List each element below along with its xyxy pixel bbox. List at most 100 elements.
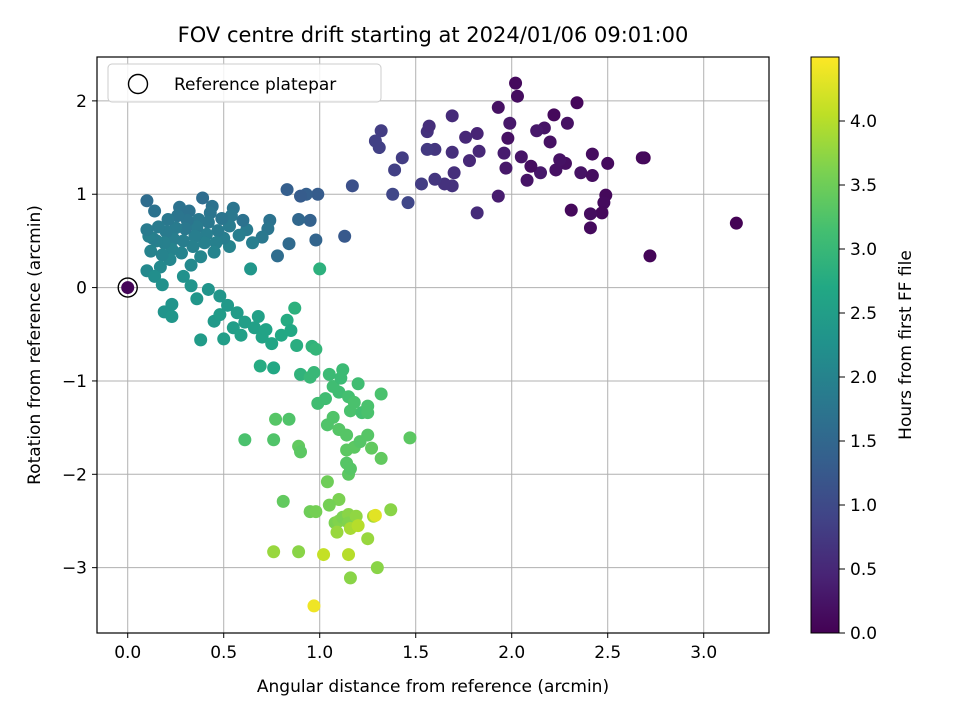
data-point [445,109,459,123]
data-point [520,173,534,187]
colorbar-tick-label: 4.0 [850,112,877,132]
colorbar-tick-label: 1.0 [850,496,877,516]
data-point [213,289,227,303]
data-point [282,412,296,426]
data-point [351,519,365,533]
data-point [121,281,135,295]
data-point [403,431,417,445]
data-point [635,151,649,165]
data-point [318,392,332,406]
data-point [188,229,202,243]
data-point [447,166,461,180]
data-point [311,187,325,201]
legend-entry: Reference platepar [174,75,336,95]
data-point [351,377,365,391]
y-tick-label: 0 [76,279,87,299]
data-point [313,262,327,276]
x-tick-label: 0.5 [210,643,237,663]
data-point [340,428,354,442]
data-point [140,194,154,208]
data-point [543,135,557,149]
data-point [643,249,657,263]
data-point [267,433,281,447]
data-point [294,445,308,459]
data-point [244,262,258,276]
data-point [583,207,597,221]
data-point [361,428,375,442]
data-point [534,166,548,180]
data-point [236,213,250,227]
data-point [238,433,252,447]
data-point [322,498,336,512]
x-tick-label: 1.0 [306,643,333,663]
data-point [307,366,321,380]
colorbar-tick-label: 2.5 [850,304,877,324]
x-tick-label: 0.0 [114,643,141,663]
data-point [332,493,346,507]
data-point [317,548,331,562]
data-point [501,131,515,145]
data-point [267,361,281,375]
data-point [470,206,484,220]
colorbar-tick-label: 3.5 [850,176,877,196]
data-point [280,183,294,197]
data-point [384,503,398,517]
data-point [247,321,261,335]
data-point [251,310,265,324]
colorbar-ticks: 0.0 0.5 1.0 1.5 2.0 2.5 3.0 3.5 4.0 [839,112,877,644]
data-point [547,108,561,122]
data-point [601,156,615,170]
data-point [294,189,308,203]
data-point [265,337,279,351]
data-point [462,154,476,168]
data-point [148,204,162,218]
data-point [292,545,306,559]
data-point [342,548,356,562]
data-point [178,222,192,236]
data-point [428,172,442,186]
data-point [326,410,340,424]
data-point [290,338,304,352]
data-point [307,599,321,613]
data-point [583,221,597,235]
data-point [309,342,323,356]
data-points [117,76,743,613]
colorbar-tick-label: 0.5 [850,560,877,580]
data-point [472,144,486,158]
y-tick-label: −3 [62,559,87,579]
data-point [190,292,204,306]
data-point [198,236,212,250]
data-point [374,451,388,465]
chart-title: FOV centre drift starting at 2024/01/06 … [178,23,689,47]
data-point [549,163,563,177]
data-point [414,177,428,191]
data-point [361,532,375,546]
data-point [368,134,382,148]
data-point [514,150,528,164]
data-point [221,298,235,312]
data-point [176,269,190,283]
data-point [309,233,323,247]
data-point [445,145,459,159]
y-tick-label: −2 [62,465,87,485]
data-point [470,127,484,141]
data-point [144,244,158,258]
data-point [270,249,284,263]
data-point [232,228,246,242]
data-point [140,223,154,237]
data-point [574,166,588,180]
data-point [524,159,538,173]
colorbar-tick-label: 1.5 [850,432,877,452]
data-point [564,203,578,217]
data-point [560,116,574,130]
data-point [201,282,215,296]
data-point [255,230,269,244]
data-point [343,462,357,476]
data-point [420,142,434,156]
data-point [213,308,227,322]
data-point [499,161,513,175]
data-point [186,240,200,254]
x-tick-label: 3.0 [690,643,717,663]
data-point [510,89,524,103]
